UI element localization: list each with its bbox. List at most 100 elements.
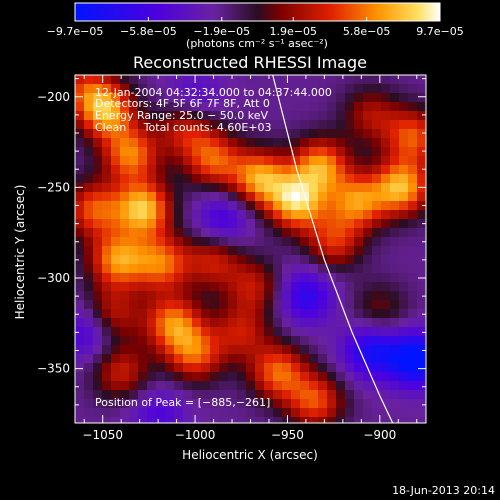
heatmap-pixel [255,75,265,85]
heatmap-pixel [165,327,175,337]
heatmap-pixel [210,84,220,94]
heatmap-pixel [174,192,184,202]
heatmap-pixel [363,390,373,400]
heatmap-pixel [120,300,130,310]
heatmap-pixel [372,201,382,211]
heatmap-pixel [390,138,400,148]
heatmap-pixel [147,165,157,175]
heatmap-pixel [417,120,426,130]
heatmap-pixel [336,318,346,328]
heatmap-pixel [84,201,94,211]
heatmap-pixel [264,192,274,202]
heatmap-pixel [309,318,319,328]
heatmap-pixel [399,129,409,139]
heatmap-pixel [174,354,184,364]
heatmap-pixel [192,174,202,184]
heatmap-pixel [354,327,364,337]
heatmap-pixel [390,102,400,112]
heatmap-pixel [138,156,148,166]
time-range-text: 12-Jan-2004 04:32:34.000 to 04:37:44.000 [95,86,332,99]
heatmap-pixel [408,273,418,283]
heatmap-pixel [372,354,382,364]
heatmap-pixel [291,372,301,382]
heatmap-pixel [372,93,382,103]
heatmap-pixel [129,219,139,229]
heatmap-pixel [165,156,175,166]
heatmap-pixel [372,417,382,423]
heatmap-pixel [291,399,301,409]
heatmap-pixel [417,264,426,274]
heatmap-pixel [120,111,130,121]
heatmap-pixel [372,183,382,193]
heatmap-pixel [408,192,418,202]
heatmap-pixel [309,192,319,202]
heatmap-pixel [102,129,112,139]
heatmap-pixel [147,210,157,220]
heatmap-pixel [192,183,202,193]
heatmap-pixel [120,165,130,175]
heatmap-pixel [318,192,328,202]
heatmap-pixel [102,282,112,292]
heatmap-pixel [210,156,220,166]
heatmap-pixel [192,165,202,175]
heatmap-pixel [408,264,418,274]
heatmap-pixel [147,417,157,423]
heatmap-pixel [408,336,418,346]
heatmap-pixel [345,363,355,373]
heatmap-pixel [309,264,319,274]
heatmap-pixel [309,102,319,112]
heatmap-pixel [93,147,103,157]
heatmap-pixel [183,183,193,193]
heatmap-pixel [237,408,247,418]
heatmap-pixel [390,363,400,373]
heatmap-pixel [354,354,364,364]
heatmap-pixel [408,291,418,301]
heatmap-pixel [192,327,202,337]
heatmap-pixel [219,363,229,373]
heatmap-pixel [156,309,166,319]
heatmap-pixel [318,291,328,301]
heatmap-pixel [408,417,418,423]
heatmap-pixel [111,210,121,220]
heatmap-pixel [93,336,103,346]
heatmap-pixel [75,282,85,292]
heatmap-pixel [327,309,337,319]
heatmap-pixel [300,363,310,373]
heatmap-pixel [399,84,409,94]
heatmap-pixel [372,75,382,85]
heatmap-pixel [273,327,283,337]
heatmap-pixel [381,228,391,238]
heatmap-pixel [417,390,426,400]
heatmap-pixel [318,345,328,355]
heatmap-pixel [192,273,202,283]
heatmap-pixel [192,237,202,247]
heatmap-pixel [345,300,355,310]
heatmap-pixel [336,210,346,220]
heatmap-pixel [120,417,130,423]
heatmap-pixel [336,192,346,202]
heatmap-pixel [408,84,418,94]
heatmap-pixel [210,390,220,400]
heatmap-pixel [273,138,283,148]
heatmap-pixel [381,417,391,423]
heatmap-pixel [237,237,247,247]
heatmap-pixel [300,75,310,85]
heatmap-pixel [399,300,409,310]
heatmap-pixel [255,318,265,328]
heatmap-pixel [345,417,355,423]
heatmap-pixel [147,201,157,211]
heatmap-pixel [228,228,238,238]
heatmap-pixel [102,219,112,229]
heatmap-pixel [120,372,130,382]
heatmap-pixel [219,174,229,184]
heatmap-pixel [174,318,184,328]
heatmap-pixel [183,156,193,166]
heatmap-pixel [210,129,220,139]
heatmap-pixel [336,93,346,103]
heatmap-pixel [300,255,310,265]
heatmap-pixel [273,129,283,139]
heatmap-pixel [129,408,139,418]
heatmap-pixel [291,408,301,418]
heatmap-pixel [282,417,292,423]
colorbar-tick-label: 9.7e−05 [416,25,463,38]
